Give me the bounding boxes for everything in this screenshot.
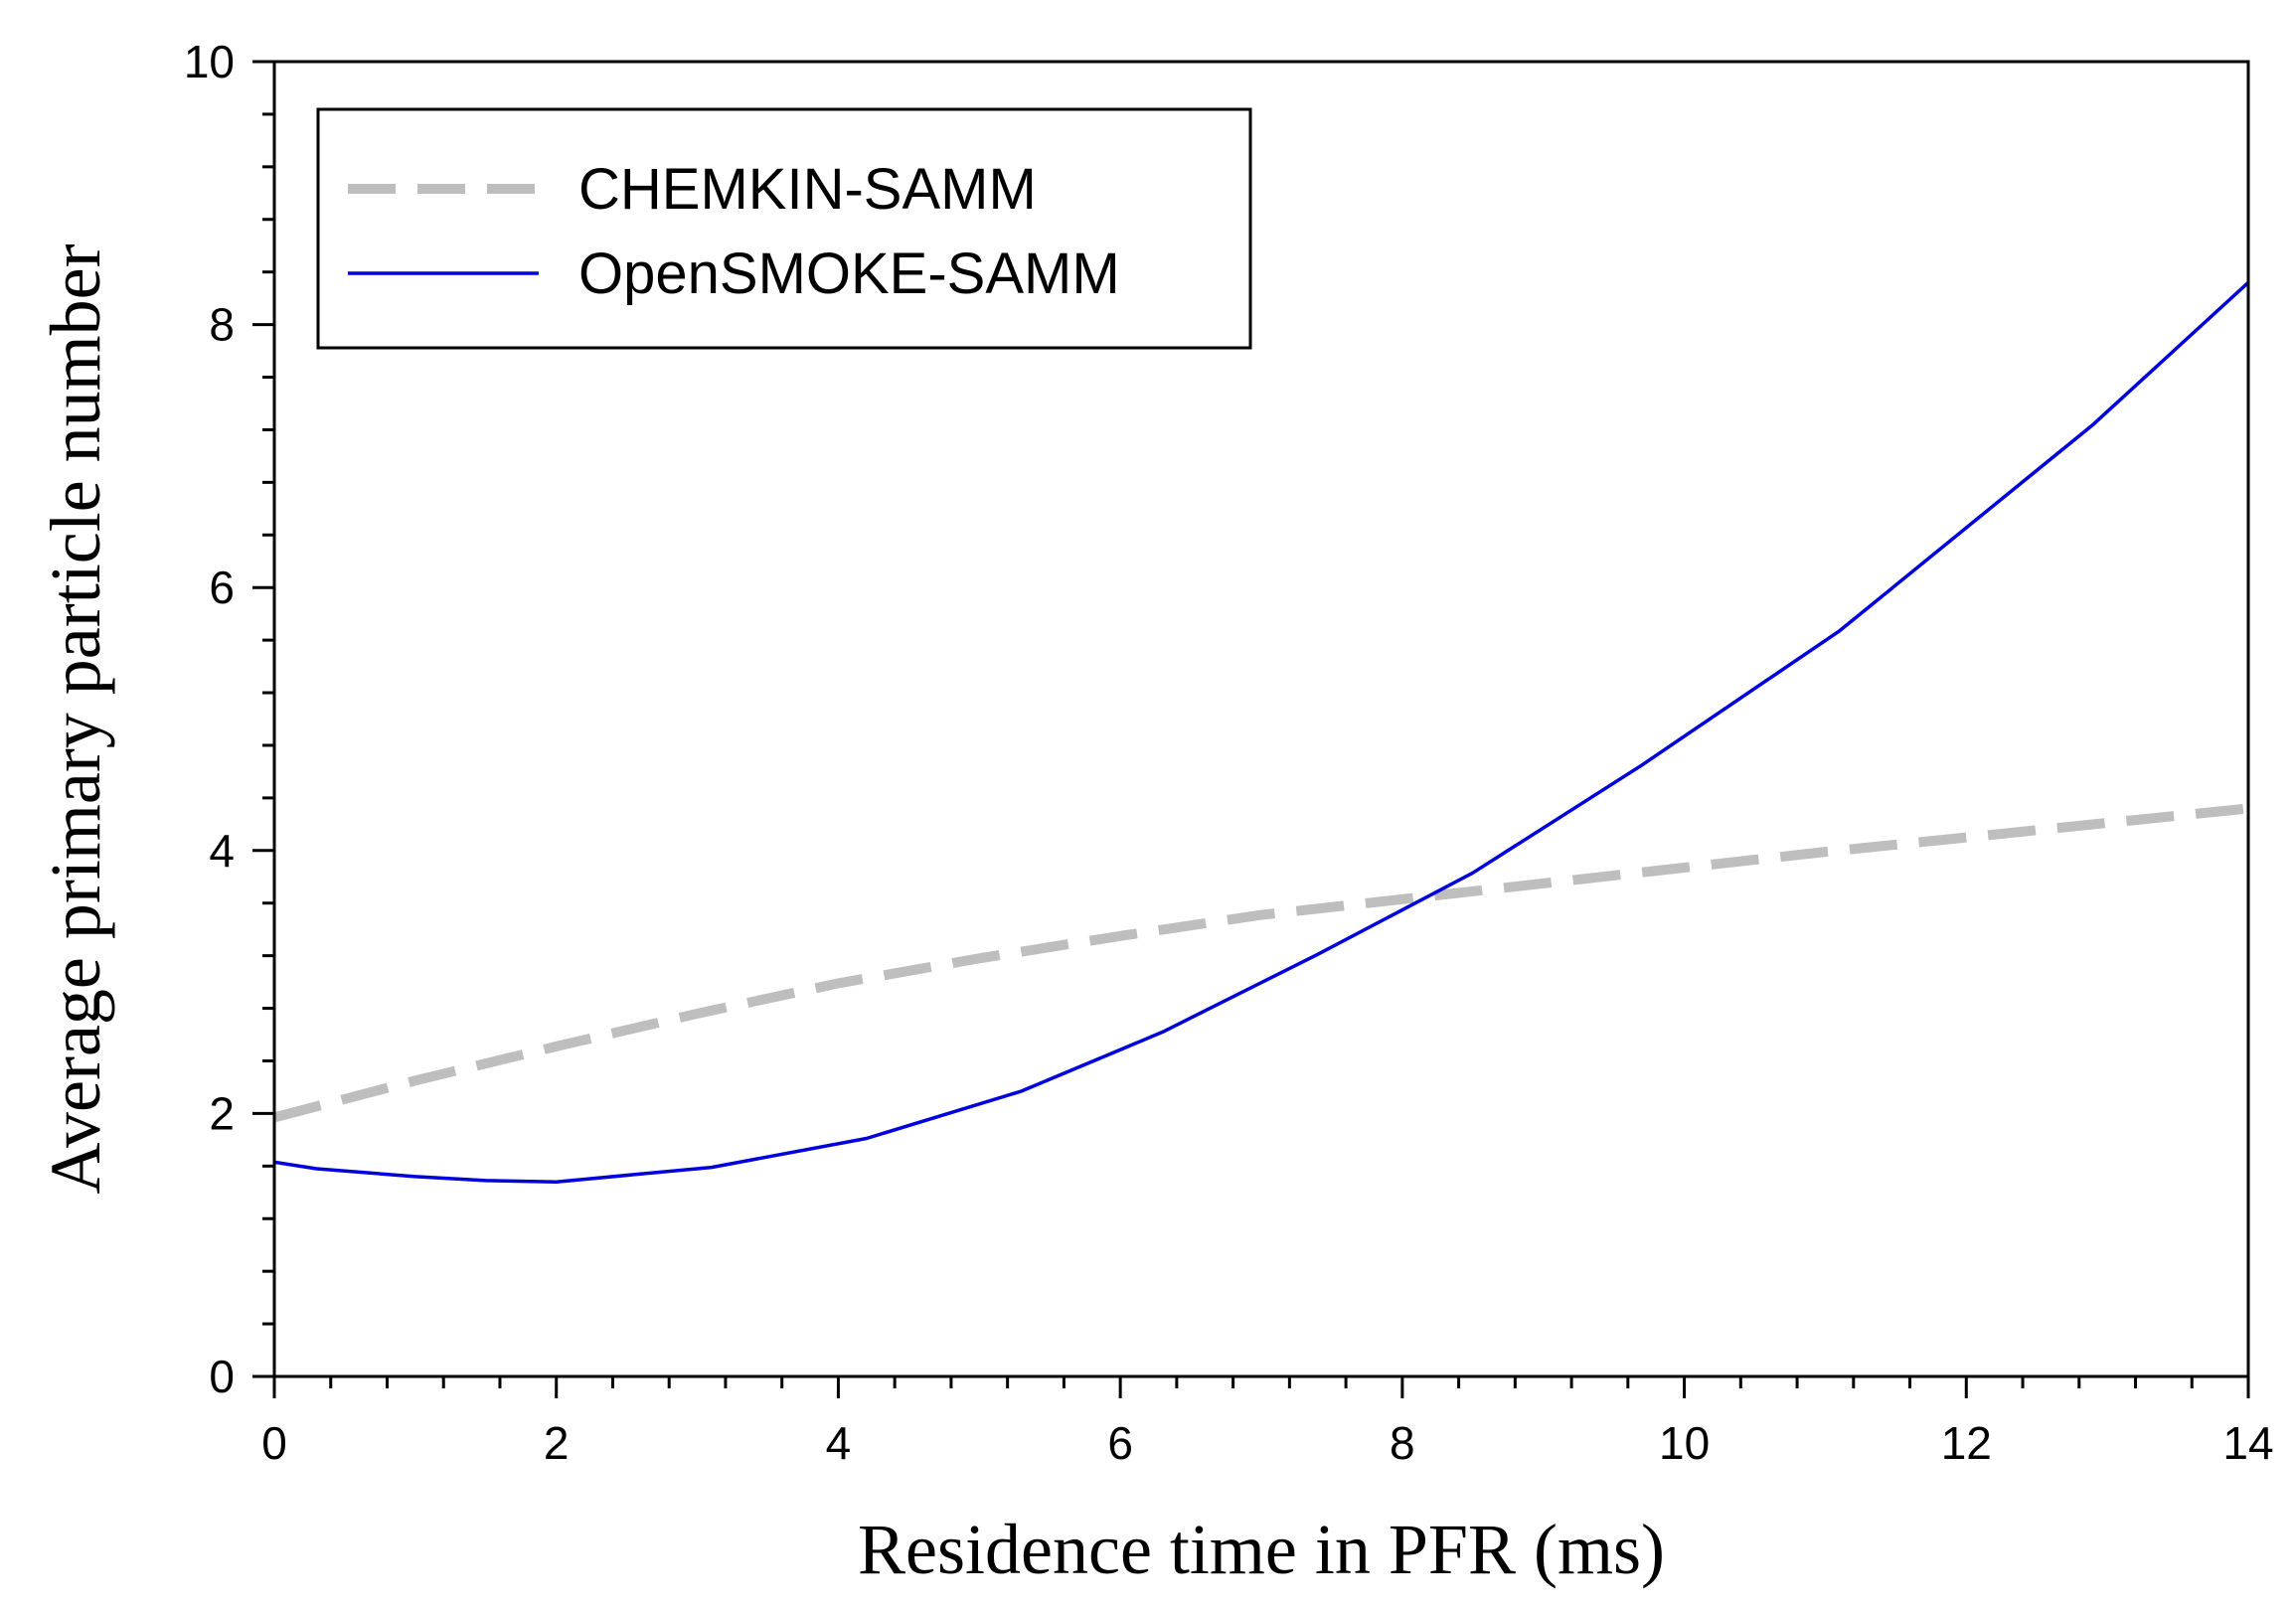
y-tick-label: 0 bbox=[209, 1351, 235, 1402]
x-tick-label: 0 bbox=[261, 1417, 287, 1469]
y-tick-label: 8 bbox=[209, 299, 235, 351]
x-tick-label: 12 bbox=[1941, 1417, 1992, 1469]
y-tick-label: 10 bbox=[184, 36, 235, 87]
series-group bbox=[274, 281, 2248, 1184]
x-tick-label: 14 bbox=[2222, 1417, 2273, 1469]
x-tick-label: 10 bbox=[1659, 1417, 1710, 1469]
x-tick-label: 2 bbox=[544, 1417, 570, 1469]
x-tick-label: 4 bbox=[826, 1417, 852, 1469]
x-axis-title: Residence time in PFR (ms) bbox=[858, 1510, 1665, 1589]
legend-label: OpenSMOKE-SAMM bbox=[578, 241, 1120, 306]
y-axis-title: Average primary particle number bbox=[36, 243, 115, 1194]
y-tick-label: 6 bbox=[209, 562, 235, 613]
y-tick-label: 4 bbox=[209, 825, 235, 877]
series-line-chemkin-samm bbox=[274, 803, 2248, 1123]
axes-layer: 0 2 4 6 8 10 12 14 0 2 4 6 8 10 Residence time in PFR … bbox=[36, 36, 2274, 1589]
legend: CHEMKIN-SAMM OpenSMOKE-SAMM bbox=[316, 107, 1252, 350]
plot-frame bbox=[272, 60, 2250, 1378]
legend-label: CHEMKIN-SAMM bbox=[578, 157, 1037, 222]
legend-box bbox=[316, 107, 1252, 350]
series-layer bbox=[274, 281, 2248, 1184]
x-tick-label: 8 bbox=[1390, 1417, 1415, 1469]
series-line-opensmoke-samm bbox=[274, 281, 2248, 1184]
y-tick-label: 2 bbox=[209, 1087, 235, 1139]
x-tick-label: 6 bbox=[1107, 1417, 1133, 1469]
